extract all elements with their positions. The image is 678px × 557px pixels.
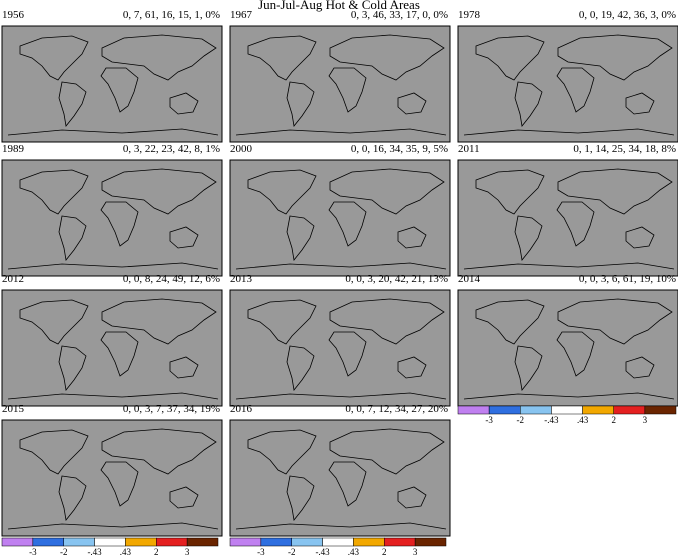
panel-year: 2015 [2,403,25,415]
world-map [1,25,223,143]
world-map [1,289,223,407]
panel-year: 2011 [458,143,480,155]
panel-year: 1956 [2,9,25,21]
world-map [457,25,678,143]
colorbar-label: -3 [29,547,37,557]
map-panel: 2013 0, 0, 3, 20, 42, 21, 13% [229,273,451,407]
colorbar-swatch [384,537,416,547]
colorbar-label: -2 [60,547,68,557]
map-panel: 1956 0, 7, 61, 16, 15, 1, 0% [1,9,223,143]
map-panel: 1978 0, 0, 19, 42, 36, 3, 0% [457,9,678,143]
colorbar-label: 2 [154,547,159,557]
map-panel: 2014 0, 0, 3, 6, 61, 19, 10% [457,273,678,407]
colorbar-label: 3 [643,415,648,425]
colorbar: -3 -2 -.43 .43 2 3 [1,537,219,557]
colorbar-label: -2 [288,547,296,557]
panel-stats: 0, 0, 19, 42, 36, 3, 0% [579,9,676,21]
map-panel: 2015 0, 0, 3, 7, 37, 34, 19% [1,403,223,537]
colorbar-label: 3 [185,547,190,557]
panel-year: 2000 [230,143,253,155]
figure-title: Jun-Jul-Aug Hot & Cold Areas [258,0,420,12]
panel-year: 1978 [458,9,481,21]
panel-year: 2012 [2,273,24,285]
colorbar-swatch [125,537,157,547]
panel-stats: 0, 0, 3, 20, 42, 21, 13% [345,273,448,285]
colorbar-swatch [291,537,323,547]
colorbar-swatch [644,405,677,415]
colorbar-swatch [582,405,614,415]
colorbar-label: 3 [413,547,418,557]
world-map [229,289,451,407]
panel-year: 1967 [230,9,253,21]
colorbar-label: -3 [485,415,493,425]
map-panel: 1989 0, 3, 22, 23, 42, 8, 1% [1,143,223,277]
panel-year: 2013 [230,273,253,285]
panel-stats: 0, 0, 8, 24, 49, 12, 6% [123,273,220,285]
world-map [229,419,451,537]
colorbar-swatch [414,537,447,547]
colorbar-swatch [551,405,583,415]
colorbar-label: -2 [517,415,525,425]
colorbar-label: 2 [382,547,387,557]
colorbar-swatch [63,537,95,547]
colorbar-swatch [1,537,34,547]
colorbar-swatch [613,405,646,415]
colorbar-swatch [457,405,490,415]
panel-stats: 0, 3, 22, 23, 42, 8, 1% [123,143,220,155]
colorbar-label: .43 [577,415,589,425]
panel-stats: 0, 0, 3, 6, 61, 19, 10% [579,273,676,285]
colorbar-swatch [488,405,521,415]
world-map [229,25,451,143]
world-map [457,159,678,277]
panel-stats: 0, 7, 61, 16, 15, 1, 0% [123,9,220,21]
colorbar-label: -.43 [315,547,330,557]
panel-stats: 0, 1, 14, 25, 34, 18, 8% [573,143,676,155]
colorbar-swatch [260,537,292,547]
colorbar-swatch [156,537,188,547]
world-map [1,419,223,537]
colorbar-label: .43 [120,547,132,557]
world-map [1,159,223,277]
colorbar: -3 -2 -.43 .43 2 3 [457,405,677,425]
colorbar: -3 -2 -.43 .43 2 3 [229,537,447,557]
colorbar-swatch [94,537,126,547]
colorbar-swatch [353,537,385,547]
colorbar-label: 2 [611,415,616,425]
colorbar-swatch [32,537,64,547]
colorbar-label: .43 [348,547,360,557]
panel-year: 2016 [230,403,253,415]
map-panel: 2011 0, 1, 14, 25, 34, 18, 8% [457,143,678,277]
colorbar-swatch [520,405,552,415]
colorbar-label: -.43 [544,415,559,425]
map-panel: 2012 0, 0, 8, 24, 49, 12, 6% [1,273,223,407]
panel-year: 2014 [458,273,481,285]
colorbar-label: -3 [257,547,265,557]
colorbar-swatch [186,537,219,547]
colorbar-label: -.43 [87,547,102,557]
panel-stats: 0, 0, 16, 34, 35, 9, 5% [351,143,448,155]
map-panel: 2016 0, 0, 7, 12, 34, 27, 20% [229,403,451,537]
world-map [229,159,451,277]
panel-stats: 0, 0, 3, 7, 37, 34, 19% [123,403,220,415]
panel-stats: 0, 0, 7, 12, 34, 27, 20% [345,403,448,415]
colorbar-swatch [229,537,262,547]
panel-year: 1989 [2,143,25,155]
map-panel: 2000 0, 0, 16, 34, 35, 9, 5% [229,143,451,277]
panel-stats: 0, 3, 46, 33, 17, 0, 0% [351,9,448,21]
colorbar-swatch [322,537,354,547]
world-map [457,289,678,407]
map-panel: 1967 0, 3, 46, 33, 17, 0, 0% [229,9,451,143]
